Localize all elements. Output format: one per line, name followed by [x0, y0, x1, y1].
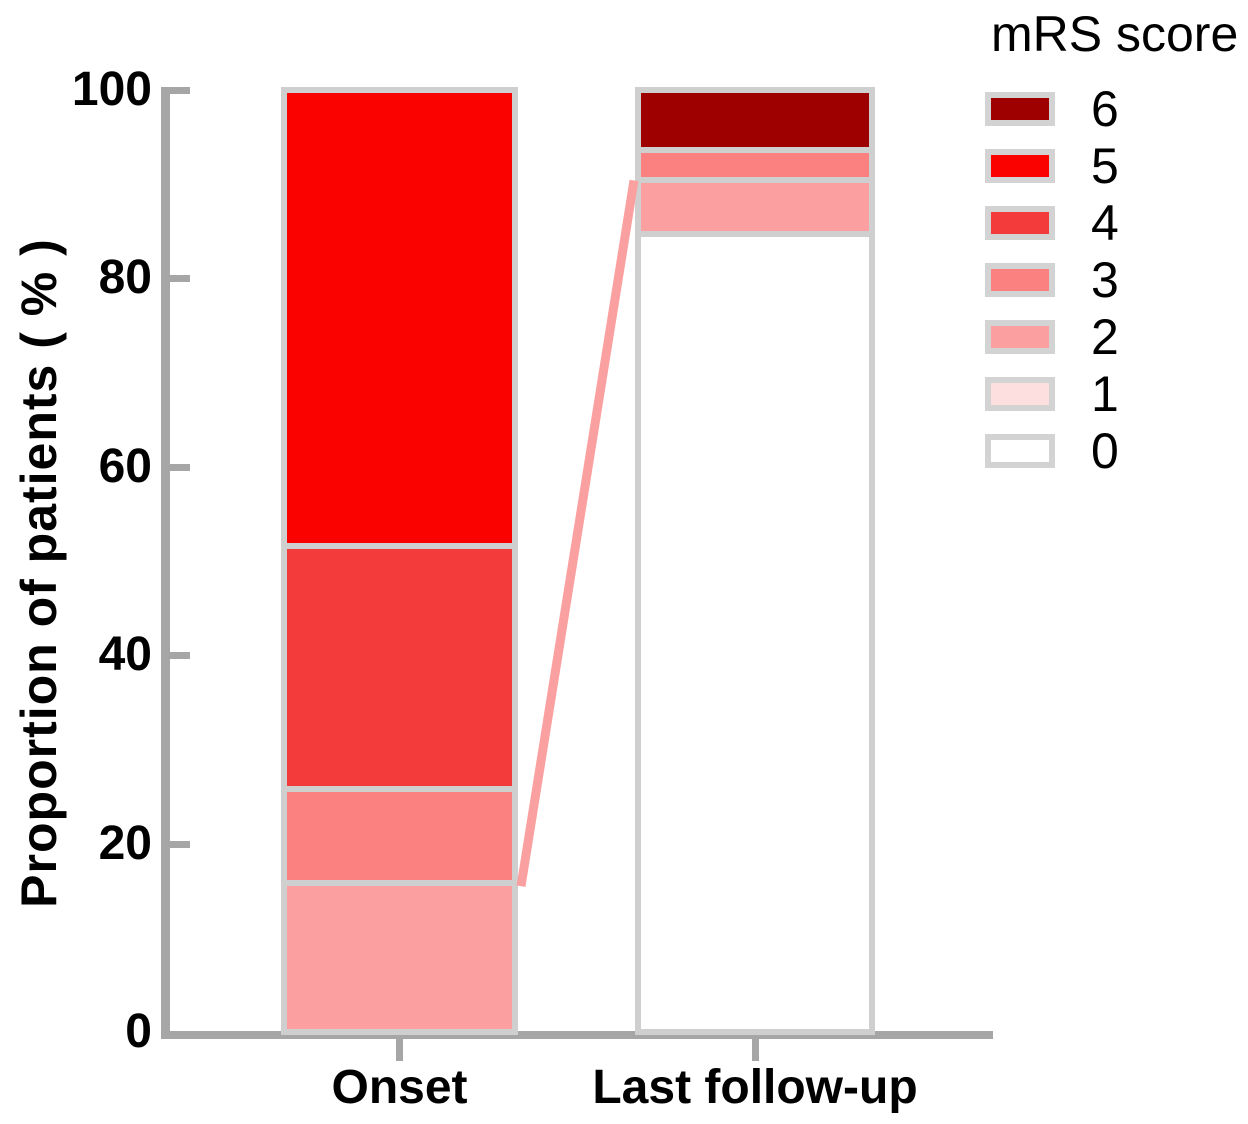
legend-swatch-mrs-2	[985, 320, 1055, 354]
y-axis-title: Proportion of patients ( % )	[11, 238, 67, 908]
legend-swatch-mrs-3	[985, 263, 1055, 297]
legend-title: mRS score	[991, 6, 1239, 62]
legend-label-mrs-0: 0	[1091, 423, 1119, 479]
connector-line	[516, 179, 639, 887]
y-tick	[170, 652, 190, 660]
bar-segment-mrs-2	[635, 177, 875, 238]
y-tick-label: 80	[98, 251, 152, 305]
y-tick	[170, 463, 190, 471]
y-tick-label: 100	[71, 63, 152, 116]
y-tick	[170, 840, 190, 848]
legend-swatch-mrs-0	[985, 434, 1055, 468]
legend-swatch-mrs-6	[985, 92, 1055, 126]
legend-item-mrs-0: 0	[985, 426, 1238, 476]
legend-item-mrs-6: 6	[985, 84, 1238, 134]
legend-label-mrs-1: 1	[1091, 366, 1119, 422]
x-axis-line	[161, 1031, 993, 1039]
legend-label-mrs-5: 5	[1091, 138, 1119, 194]
legend-item-mrs-1: 1	[985, 369, 1238, 419]
y-tick-label: 20	[98, 816, 152, 870]
legend-swatch-mrs-5	[985, 149, 1055, 183]
legend-item-mrs-4: 4	[985, 198, 1238, 248]
x-category-label-onset: Onset	[331, 1061, 468, 1114]
legend-label-mrs-2: 2	[1091, 309, 1119, 365]
bar-segment-mrs-6	[635, 87, 875, 154]
x-category-label-last-follow-up: Last follow-up	[592, 1061, 918, 1114]
legend-label-mrs-4: 4	[1091, 195, 1119, 251]
bar-segment-mrs-0	[635, 231, 875, 1035]
bar-last-follow-up	[635, 84, 875, 1042]
legend-label-mrs-3: 3	[1091, 252, 1119, 308]
legend-swatch-mrs-1	[985, 377, 1055, 411]
legend-item-mrs-3: 3	[985, 255, 1238, 305]
y-tick-label: 60	[98, 439, 152, 493]
y-tick	[170, 275, 190, 283]
bar-segment-mrs-5	[281, 87, 518, 549]
y-tick	[170, 87, 190, 94]
x-tick	[396, 1039, 403, 1061]
legend-item-mrs-2: 2	[985, 312, 1238, 362]
bar-segment-mrs-3	[281, 785, 518, 887]
y-axis-line	[161, 87, 170, 1039]
y-tick-label: 0	[125, 1005, 152, 1058]
legend-item-mrs-5: 5	[985, 141, 1238, 191]
legend-label-mrs-6: 6	[1091, 81, 1119, 137]
bar-segment-mrs-4	[281, 542, 518, 792]
legend-swatch-mrs-4	[985, 206, 1055, 240]
bar-segment-mrs-2	[281, 880, 518, 1035]
x-tick	[751, 1039, 759, 1061]
y-tick-label: 40	[98, 628, 152, 682]
bar-onset	[281, 84, 518, 1042]
